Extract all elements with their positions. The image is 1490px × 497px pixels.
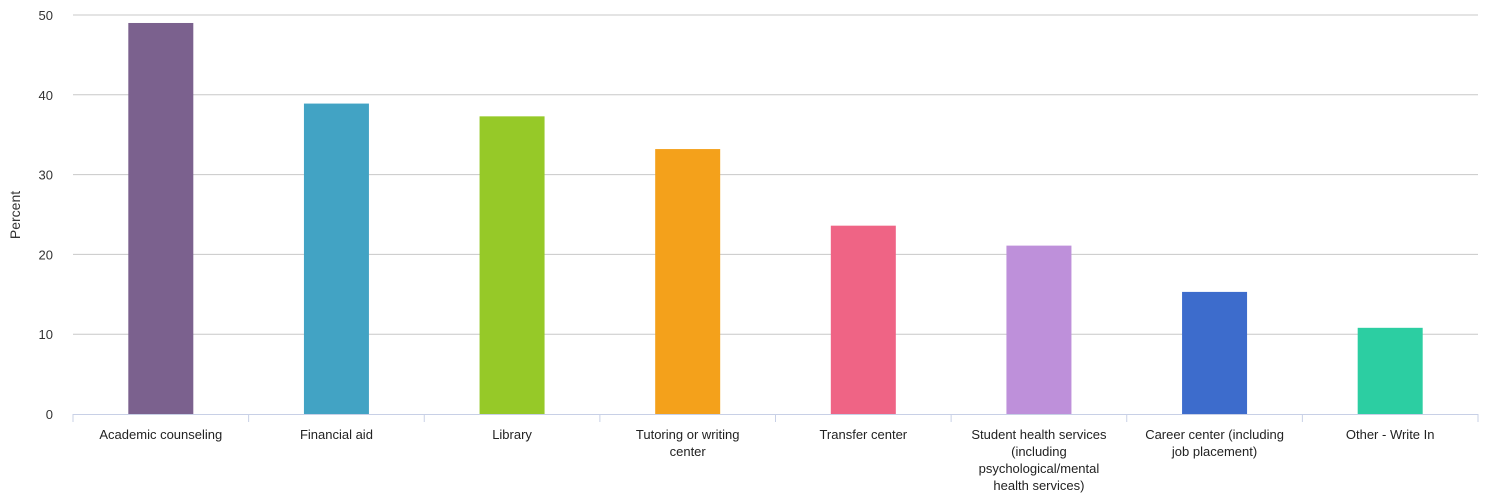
x-tick-label: Financial aid (300, 427, 373, 442)
x-tick-label-line: Student health services (971, 427, 1107, 442)
x-tick-label-line: Financial aid (300, 427, 373, 442)
y-tick-label: 30 (39, 168, 53, 183)
x-tick-label-line: center (670, 444, 707, 459)
x-tick-label-line: Other - Write In (1346, 427, 1435, 442)
x-tick-label: Tutoring or writing center (636, 427, 740, 459)
x-tick-label-line: Tutoring or writing (636, 427, 740, 442)
x-tick-label-line: Library (492, 427, 532, 442)
x-tick-label-line: (including (1011, 444, 1067, 459)
x-tick-label: Academic counseling (99, 427, 222, 442)
x-axis-labels: Academic counseling Financial aid Library T… (99, 427, 1434, 493)
y-tick-label: 10 (39, 327, 53, 342)
x-tick-label: Transfer center (819, 427, 907, 442)
bar (1006, 245, 1072, 414)
bar (479, 116, 545, 414)
y-tick-label: 50 (39, 8, 53, 23)
bars (128, 22, 1423, 414)
y-tick-label: 0 (46, 407, 53, 422)
x-tick-label-line: health services) (993, 478, 1084, 493)
bar (655, 149, 721, 414)
gridlines (73, 14, 1478, 335)
y-tick-label: 20 (39, 247, 53, 262)
y-axis-title: Percent (7, 191, 23, 239)
x-tick-label-line: Transfer center (819, 427, 907, 442)
x-axis (72, 414, 1479, 422)
x-tick-label: Other - Write In (1346, 427, 1435, 442)
y-tick-label: 40 (39, 88, 53, 103)
x-tick-label-line: Career center (including (1145, 427, 1284, 442)
x-tick-label-line: psychological/mental (979, 461, 1100, 476)
x-tick-label-line: Academic counseling (99, 427, 222, 442)
y-axis-ticks: 0 10 20 30 40 50 (39, 8, 53, 422)
bar (128, 22, 194, 414)
x-tick-label: Student health services (including psychol… (971, 427, 1107, 493)
bar (1182, 291, 1248, 414)
x-tick-label: Career center (including job placement) (1145, 427, 1284, 459)
bar (1357, 327, 1423, 414)
bar (303, 103, 369, 414)
bar (830, 225, 896, 414)
x-tick-label-line: job placement) (1171, 444, 1257, 459)
x-tick-label: Library (492, 427, 532, 442)
